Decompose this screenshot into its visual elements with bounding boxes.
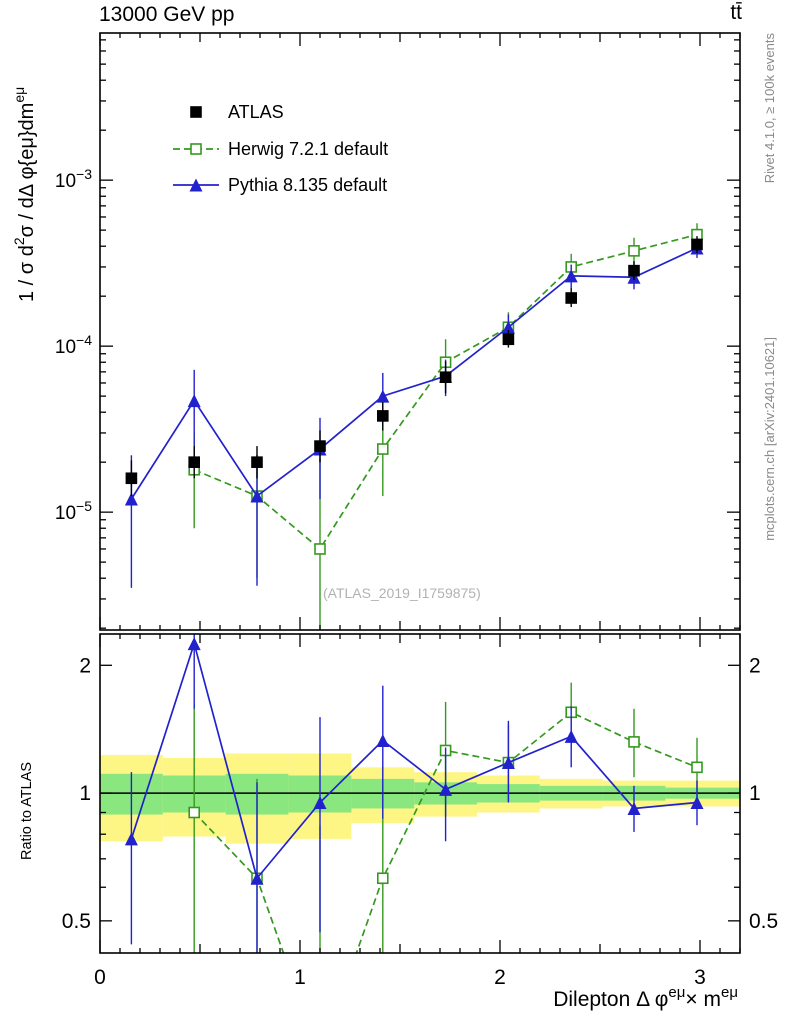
ratio-tick-label: 0.5 (62, 910, 91, 933)
pythia-marker (690, 796, 704, 810)
pythia-marker (250, 871, 264, 885)
atlas-marker (251, 456, 263, 468)
atlas-marker (502, 333, 515, 346)
mcplots-reference-note: mcplots.cern.ch [arXiv:2401.10621] (762, 337, 777, 541)
pythia-marker (189, 178, 203, 192)
atlas-marker (190, 106, 202, 118)
y-tick-label: 10−5 (55, 498, 92, 524)
analysis-id-watermark: (ATLAS_2019_I1759875) (323, 585, 481, 601)
pythia-marker (564, 269, 578, 283)
atlas-marker (628, 264, 640, 277)
herwig-marker (691, 761, 703, 774)
pythia-line (130, 640, 698, 881)
pythia-marker (564, 729, 578, 743)
ratio-tick-label: 0.5 (749, 910, 778, 933)
herwig-marker (314, 543, 326, 555)
collision-energy-title: 13000 GeV pp (99, 3, 235, 26)
x-axis-title: Dilepton Δ φeμ× meμ (553, 984, 738, 1011)
ratio-axis-title: Ratio to ATLAS (19, 762, 35, 860)
pythia-marker (124, 832, 138, 846)
y-tick-label: 10−3 (55, 166, 92, 192)
axis-labels: 0 1 2 3 10−5 10−4 10−3 0.5 0.5 1 1 2 2 Dilepton Δ φeμ… (11, 87, 778, 1011)
atlas-legend-label: ATLAS (228, 102, 284, 122)
main-panel-frame (99, 32, 741, 631)
atlas-marker (565, 292, 578, 304)
ratio-tick-label: 1 (749, 782, 761, 805)
herwig-marker (628, 245, 640, 257)
ratio-tick-label: 2 (749, 654, 761, 677)
process-title: tt̄ (730, 1, 742, 24)
herwig-marker (188, 806, 200, 819)
atlas-marker (314, 440, 326, 452)
herwig-series (188, 682, 703, 953)
atlas-marker (188, 456, 200, 468)
herwig-marker (190, 143, 202, 155)
pythia-legend-label: Pythia 8.135 default (228, 175, 387, 195)
herwig-marker (376, 443, 389, 455)
x-tick-label: 0 (94, 966, 106, 989)
ratio-panel-frame (99, 633, 741, 954)
pythia-marker (439, 782, 453, 796)
atlas-marker (376, 410, 389, 422)
atlas-series (125, 236, 703, 497)
y-axis-title: 1 / σ d2σ / dΔ φ{eμ}dmeμ (11, 87, 38, 302)
ratio-tick-label: 1 (79, 782, 91, 805)
y-tick-label: 10−4 (55, 332, 92, 358)
pythia-marker (501, 756, 515, 770)
atlas-marker (439, 371, 452, 384)
atlas-marker (125, 472, 138, 485)
pythia-marker (627, 801, 641, 815)
x-tick-label: 1 (294, 966, 306, 989)
ratio-uncertainty-bands (100, 753, 740, 844)
x-tick-label: 3 (694, 966, 706, 989)
pythia-marker (376, 389, 390, 403)
atlas-marker (691, 238, 703, 251)
pythia-marker (124, 492, 138, 506)
pythia-marker (187, 637, 201, 651)
pythia-marker (501, 320, 515, 334)
pythia-marker (376, 734, 390, 748)
pythia-marker (313, 796, 327, 810)
legend: ATLAS Herwig 7.2.1 default Pythia 8.135 de… (173, 102, 388, 195)
herwig-legend-label: Herwig 7.2.1 default (228, 139, 388, 159)
pythia-marker (250, 489, 264, 503)
herwig-marker (376, 872, 389, 885)
pythia-marker (187, 394, 201, 408)
rivet-version-note: Rivet 4.1.0, ≥ 100k events (762, 33, 777, 184)
herwig-marker (628, 736, 640, 748)
pythia-series (124, 634, 704, 953)
ratio-tick-label: 2 (79, 654, 91, 677)
pythia-line (130, 247, 698, 500)
x-tick-label: 2 (494, 966, 506, 989)
pythia-series (124, 239, 704, 588)
